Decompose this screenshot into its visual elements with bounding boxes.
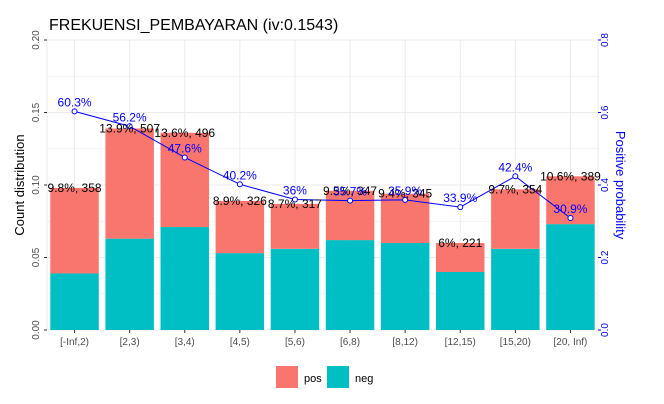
y2-tick-label: 0.8 xyxy=(600,33,611,47)
probability-point xyxy=(402,196,409,203)
probability-label: 42.4% xyxy=(498,160,532,174)
bar-label: 9.5%, 347 xyxy=(323,184,377,198)
bar-neg xyxy=(50,273,99,330)
probability-label: 36% xyxy=(283,184,307,198)
bar-label: 8.7%, 317 xyxy=(268,197,322,211)
bar-neg xyxy=(325,240,375,330)
bar-neg xyxy=(105,238,154,330)
bar-neg xyxy=(270,248,320,330)
legend-label-neg: neg xyxy=(355,373,373,385)
y2-tick-label: 0.2 xyxy=(600,250,611,264)
legend-key-neg xyxy=(327,366,349,388)
x-tick-label: [6,8) xyxy=(340,337,360,348)
bar-pos xyxy=(50,187,99,274)
x-tick-label: [3,4) xyxy=(175,337,195,348)
bar-label: 9.4%, 345 xyxy=(378,187,432,201)
bar-pos xyxy=(215,200,265,254)
probability-point xyxy=(291,196,298,203)
legend: pos neg xyxy=(276,366,373,388)
x-tick-label: [12,15) xyxy=(445,337,476,348)
bar-neg xyxy=(160,227,209,330)
bar-neg xyxy=(436,272,485,330)
bar-label: 13.6%, 496 xyxy=(154,126,215,140)
probability-point xyxy=(457,204,464,211)
bar-label: 9.8%, 358 xyxy=(48,181,102,195)
bar-pos xyxy=(436,243,485,272)
bar-label: 9.7%, 354 xyxy=(488,182,542,196)
chart-title: FREKUENSI_PEMBAYARAN (iv:0.1543) xyxy=(49,17,338,34)
x-tick-label: [5,6) xyxy=(285,337,305,348)
y-tick-label: 0.15 xyxy=(31,102,42,122)
x-tick-label: [15,20) xyxy=(500,337,531,348)
y-tick-label: 0.00 xyxy=(31,320,42,340)
bar-pos xyxy=(491,189,540,249)
bar-label: 8.9%, 326 xyxy=(213,194,267,208)
y-tick-label: 0.05 xyxy=(31,247,42,267)
probability-line-path xyxy=(74,110,571,219)
y2-tick-label: 0.6 xyxy=(600,105,611,119)
x-tick-label: [8,12) xyxy=(392,337,418,348)
probability-point xyxy=(512,173,519,180)
axes: 0.00 0.05 0.10 0.15 0.20 0.0 0.2 0.4 0.6 0.8 [-Inf… xyxy=(31,30,611,348)
probability-point xyxy=(567,214,574,221)
bar-pos xyxy=(105,128,154,239)
bar-neg xyxy=(491,248,540,330)
bar-neg xyxy=(380,243,430,330)
bar-neg xyxy=(546,224,595,330)
probability-label: 30.9% xyxy=(553,202,587,216)
legend-key-pos xyxy=(276,366,298,388)
probability-label: 33.9% xyxy=(443,191,477,205)
probability-label: 56.2% xyxy=(113,110,147,124)
bar-label: 6%, 221 xyxy=(438,236,482,250)
x-tick-label: [20, Inf) xyxy=(553,337,587,348)
probability-point xyxy=(71,108,78,115)
y2-tick-label: 0.4 xyxy=(600,178,611,192)
probability-label: 35.7% xyxy=(333,185,367,199)
probability-point xyxy=(347,197,354,204)
y-tick-label: 0.10 xyxy=(31,175,42,195)
probability-point xyxy=(236,181,243,188)
probability-point xyxy=(181,154,188,161)
bar-label: 10.6%, 389 xyxy=(540,169,601,183)
probability-line xyxy=(71,108,574,221)
y-axis-label: Count distribution xyxy=(12,134,27,235)
probability-label: 60.3% xyxy=(58,95,92,109)
legend-label-pos: pos xyxy=(304,373,322,385)
x-tick-label: [2,3) xyxy=(120,337,140,348)
bar-pos xyxy=(270,203,320,249)
probability-label: 40.2% xyxy=(223,168,257,182)
probability-label: 47.6% xyxy=(168,141,202,155)
probability-label: 35.9% xyxy=(388,184,422,198)
y2-tick-label: 0.0 xyxy=(600,323,611,337)
bar-label: 13.9%, 507 xyxy=(99,121,160,135)
bar-neg xyxy=(215,253,265,330)
y-tick-label: 0.20 xyxy=(31,30,42,50)
bars xyxy=(50,128,595,330)
x-tick-label: [-Inf,2) xyxy=(60,337,89,348)
y2-axis-label: Positive probability xyxy=(613,131,628,240)
x-tick-label: [4,5) xyxy=(230,337,250,348)
probability-point xyxy=(126,123,133,130)
